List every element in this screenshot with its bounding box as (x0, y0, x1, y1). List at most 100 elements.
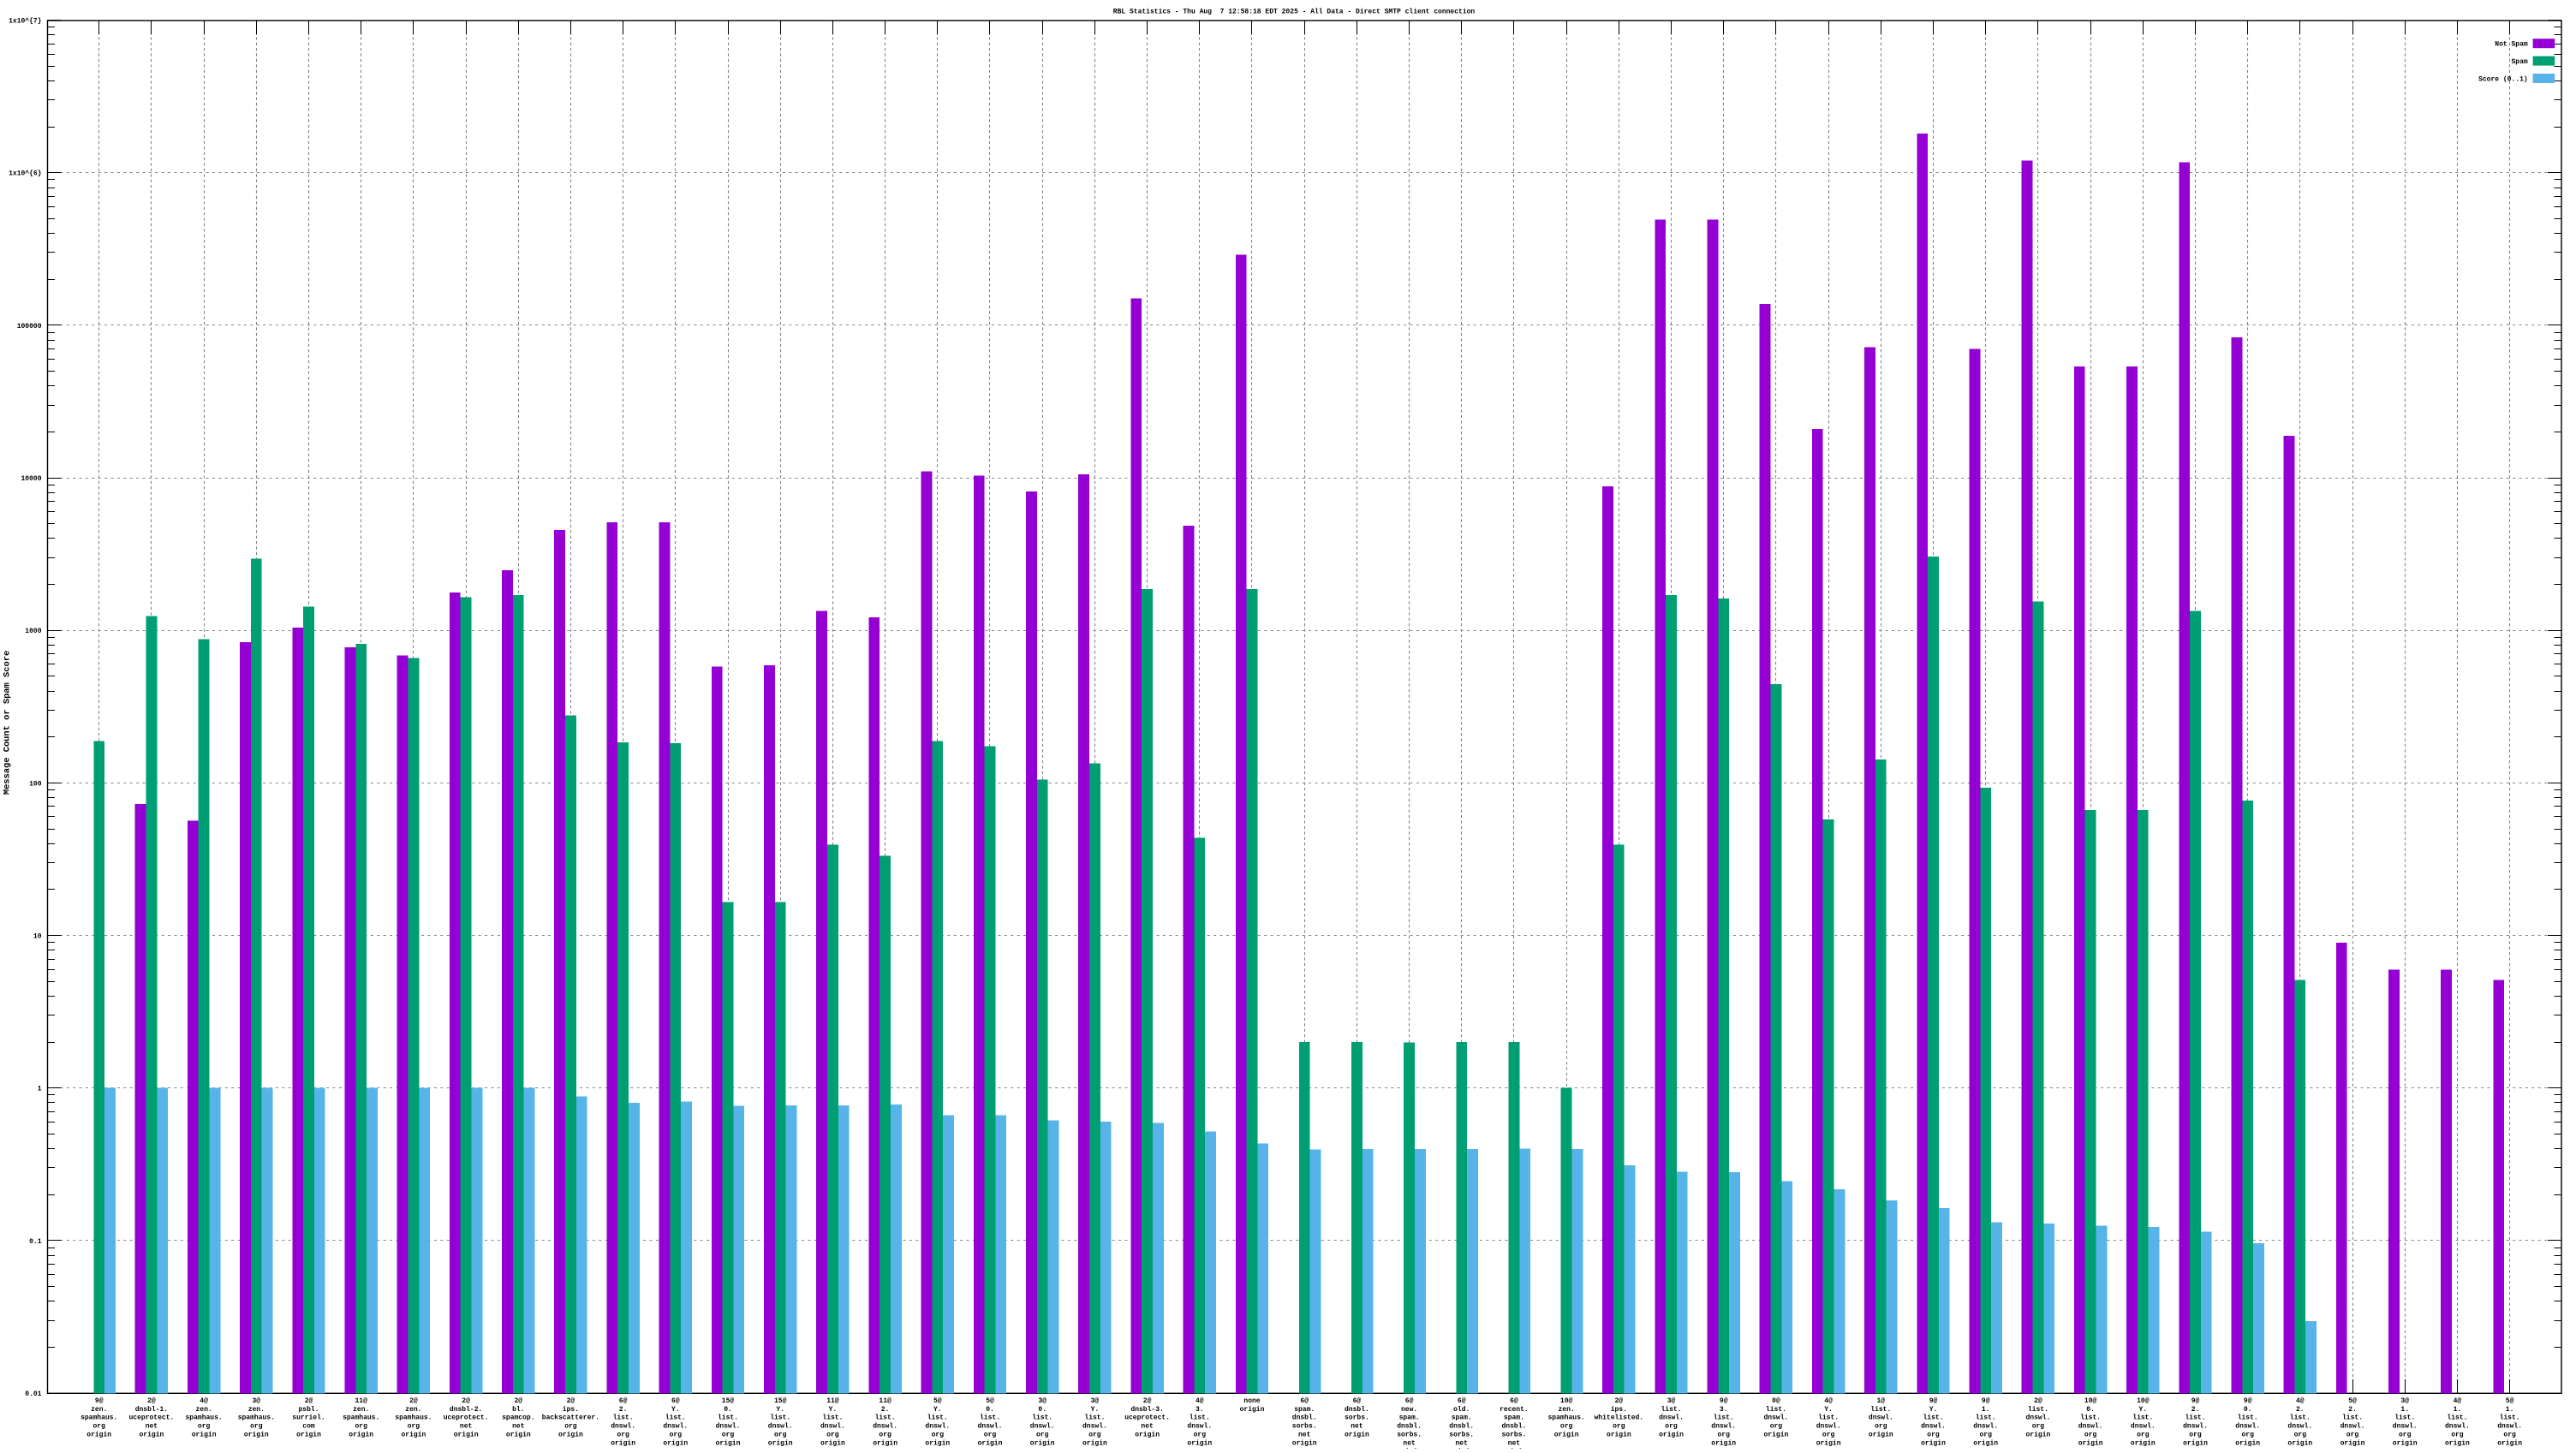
svg-text:origin: origin (768, 1439, 793, 1447)
svg-text:6@: 6@ (1353, 1397, 1362, 1405)
svg-text:spamhaus.: spamhaus. (80, 1414, 117, 1422)
svg-text:org: org (1717, 1431, 1730, 1438)
svg-text:origin: origin (611, 1439, 635, 1447)
svg-text:spamhaus.: spamhaus. (1547, 1414, 1584, 1422)
svg-text:9@: 9@ (2244, 1397, 2252, 1405)
svg-text:9@: 9@ (1982, 1397, 1990, 1405)
svg-text:list.: list. (2500, 1414, 2520, 1422)
svg-text:dnsbl.: dnsbl. (1501, 1423, 1526, 1431)
svg-text:2@: 2@ (462, 1397, 470, 1405)
svg-text:11@: 11@ (879, 1397, 891, 1405)
svg-text:2@: 2@ (2034, 1397, 2042, 1405)
svg-text:sorbs.: sorbs. (1345, 1414, 1369, 1422)
svg-text:origin: origin (2235, 1439, 2260, 1447)
svg-text:1.: 1. (1982, 1406, 1990, 1414)
svg-text:spamhaus.: spamhaus. (395, 1414, 432, 1422)
svg-text:org: org (670, 1431, 683, 1438)
svg-text:2.: 2. (619, 1406, 628, 1414)
svg-text:origin: origin (1030, 1439, 1055, 1447)
svg-text:org: org (1665, 1423, 1678, 1431)
svg-text:origin: origin (1607, 1431, 1631, 1438)
svg-text:origin: origin (244, 1431, 269, 1438)
svg-text:origin: origin (663, 1439, 688, 1447)
svg-text:2.: 2. (2191, 1406, 2200, 1414)
svg-text:list.: list. (1923, 1414, 1943, 1422)
svg-text:2@: 2@ (514, 1397, 522, 1405)
svg-text:origin: origin (296, 1431, 321, 1438)
svg-text:Message Count or Spam Score: Message Count or Spam Score (3, 651, 13, 795)
svg-text:4@: 4@ (2296, 1397, 2305, 1405)
svg-text:org: org (198, 1423, 211, 1431)
svg-text:Y.: Y. (829, 1406, 838, 1414)
svg-text:Score (0..1): Score (0..1) (2478, 75, 2528, 83)
svg-text:list.: list. (980, 1414, 1000, 1422)
svg-text:dnswl.: dnswl. (1869, 1414, 1893, 1422)
svg-text:4@: 4@ (1196, 1397, 1204, 1405)
svg-text:spamhaus.: spamhaus. (238, 1414, 275, 1422)
svg-text:net: net (1455, 1439, 1468, 1447)
svg-text:list.: list. (2080, 1414, 2101, 1422)
svg-text:origin: origin (2340, 1439, 2365, 1447)
svg-text:5@: 5@ (986, 1397, 994, 1405)
svg-text:10000: 10000 (21, 475, 41, 483)
svg-text:list.: list. (770, 1414, 790, 1422)
svg-text:list.: list. (665, 1414, 686, 1422)
svg-text:list.: list. (1870, 1406, 1891, 1414)
svg-text:origin: origin (1921, 1439, 1946, 1447)
svg-text:org: org (932, 1431, 945, 1438)
svg-text:recent.: recent. (1500, 1406, 1529, 1414)
svg-text:list.: list. (2290, 1414, 2311, 1422)
svg-text:origin: origin (1135, 1431, 1160, 1438)
svg-text:Y.: Y. (2138, 1406, 2147, 1414)
svg-text:dnswl.: dnswl. (2445, 1423, 2470, 1431)
svg-text:org: org (250, 1423, 263, 1431)
svg-text:dnswl.: dnswl. (820, 1423, 845, 1431)
svg-text:org: org (408, 1423, 420, 1431)
svg-text:dnsbl.: dnsbl. (1345, 1406, 1369, 1414)
svg-text:Not Spam: Not Spam (2495, 41, 2528, 49)
svg-text:10@: 10@ (2084, 1397, 2097, 1405)
svg-text:0.: 0. (1038, 1406, 1046, 1414)
svg-text:bl.: bl. (512, 1406, 524, 1414)
svg-text:psbl.: psbl. (298, 1406, 319, 1414)
svg-text:dnswl.: dnswl. (768, 1423, 793, 1431)
svg-text:list.: list. (2132, 1414, 2153, 1422)
svg-text:9@: 9@ (2191, 1397, 2200, 1405)
svg-text:zen.: zen. (405, 1406, 421, 1414)
svg-text:spamhaus.: spamhaus. (185, 1414, 222, 1422)
svg-text:2@: 2@ (567, 1397, 575, 1405)
svg-text:org: org (1036, 1431, 1049, 1438)
svg-text:100: 100 (29, 780, 42, 788)
svg-text:origin: origin (925, 1439, 950, 1447)
svg-text:org: org (564, 1423, 577, 1431)
svg-text:org: org (826, 1431, 839, 1438)
svg-text:origin: origin (1345, 1431, 1369, 1438)
svg-text:origin: origin (2287, 1439, 2312, 1447)
svg-text:org: org (2451, 1431, 2464, 1438)
svg-text:dnswl.: dnswl. (1763, 1414, 1788, 1422)
svg-text:dnswl.: dnswl. (611, 1423, 635, 1431)
svg-text:dnswl.: dnswl. (1082, 1423, 1107, 1431)
svg-text:dnsbl.: dnsbl. (1397, 1423, 1422, 1431)
svg-text:9@: 9@ (1929, 1397, 1938, 1405)
svg-text:11@: 11@ (826, 1397, 839, 1405)
svg-text:4@: 4@ (1824, 1397, 1833, 1405)
svg-text:list.: list. (1818, 1414, 1839, 1422)
svg-text:6@: 6@ (619, 1397, 628, 1405)
svg-text:org: org (2241, 1431, 2254, 1438)
svg-text:2.: 2. (2296, 1406, 2305, 1414)
svg-text:dnswl.: dnswl. (663, 1423, 688, 1431)
svg-text:3@: 3@ (1667, 1397, 1676, 1405)
svg-text:0.: 0. (724, 1406, 732, 1414)
svg-text:spam.: spam. (1504, 1414, 1524, 1422)
svg-text:origin: origin (1763, 1431, 1788, 1438)
svg-text:dnswl.: dnswl. (716, 1423, 741, 1431)
svg-text:origin: origin (86, 1431, 111, 1438)
svg-text:dnswl.: dnswl. (1711, 1423, 1736, 1431)
svg-text:org: org (1613, 1423, 1625, 1431)
svg-text:dnsbl-2.: dnsbl-2. (450, 1406, 482, 1414)
svg-text:org: org (2294, 1431, 2307, 1438)
svg-text:10@: 10@ (2137, 1397, 2150, 1405)
svg-text:100000: 100000 (17, 323, 42, 330)
svg-text:origin: origin (1816, 1439, 1841, 1447)
